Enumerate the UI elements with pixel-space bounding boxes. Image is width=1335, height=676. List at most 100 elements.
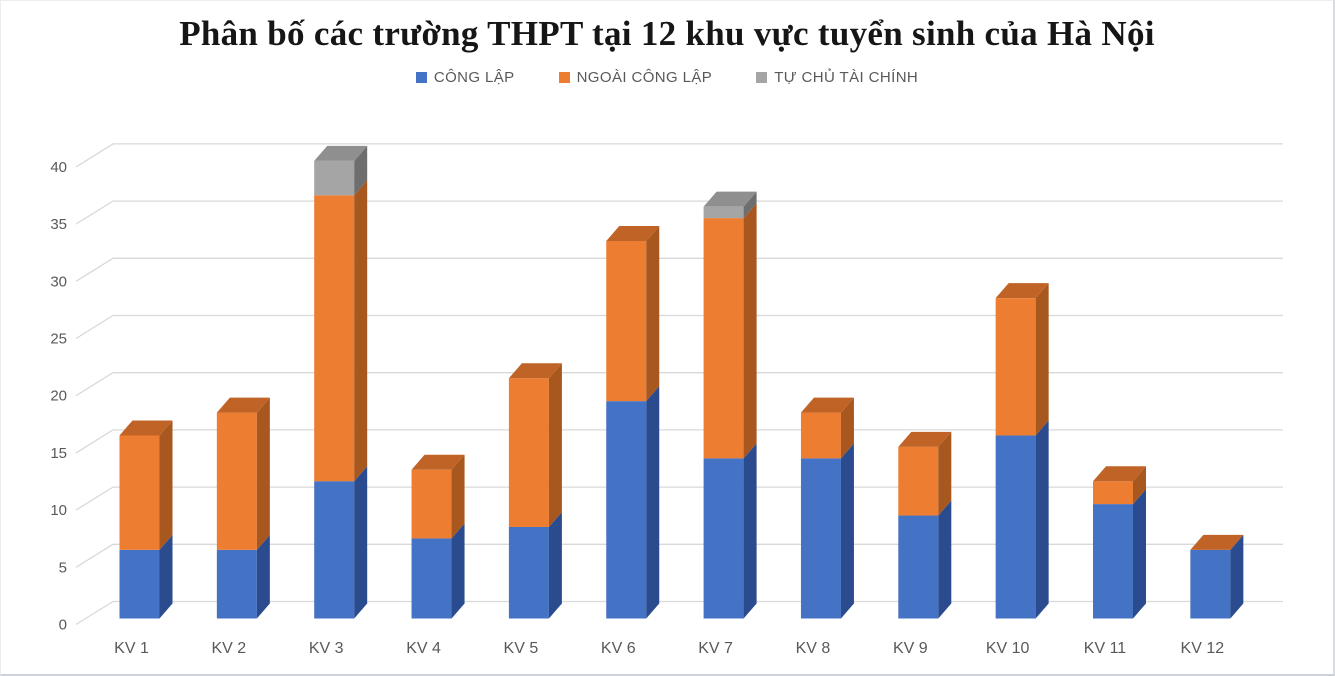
bar-segment-front (314, 195, 355, 482)
bar-group-kv-5 (508, 363, 562, 619)
y-axis-tick-label: 5 (59, 559, 67, 576)
bar-top-face (119, 420, 173, 436)
bar-top-face (606, 225, 660, 241)
bar-segment-side (743, 203, 757, 459)
bar-top-face (314, 145, 368, 161)
bar-group-kv-2 (216, 397, 270, 619)
bar-segment-front (1190, 549, 1231, 619)
legend-label: TỰ CHỦ TÀI CHÍNH (774, 69, 919, 86)
gridline (75, 314, 1283, 340)
bar-group-kv-4 (411, 454, 465, 619)
bar-segment-front (119, 549, 160, 619)
bar-segment-side (1230, 534, 1244, 619)
bar-segment-front (606, 240, 647, 402)
bar-group-kv-7 (703, 191, 757, 619)
bar-group-kv-10 (995, 283, 1049, 619)
bar-segment-side (159, 420, 173, 550)
legend-label: CÔNG LẬP (433, 69, 515, 86)
bar-top-face (216, 397, 270, 413)
bar-segment-front (898, 446, 939, 516)
bar-segment-side (256, 397, 270, 550)
bar-segment-side (1035, 283, 1049, 436)
bar-top-face (1190, 534, 1244, 550)
bar-top-face (1093, 466, 1146, 482)
bar-segment-front (216, 549, 257, 619)
bar-group-kv-9 (898, 431, 952, 619)
bar-top-face (508, 363, 562, 379)
x-axis-label: KV 4 (406, 640, 441, 657)
legend-swatch-gray-icon (756, 72, 768, 83)
legend-swatch-blue-icon (415, 72, 427, 83)
bar-segment-front (508, 378, 549, 527)
y-axis-tick-label: 35 (50, 216, 67, 233)
gridline (75, 486, 1283, 511)
bar-segment-front (995, 298, 1036, 436)
bar-top-face (411, 454, 465, 470)
bar-segment-front (606, 401, 647, 619)
bar-segment-front (800, 458, 841, 619)
x-axis-label: KV 6 (601, 640, 636, 657)
chart-legend: CÔNG LẬP NGOÀI CÔNG LẬP TỰ CHỦ TÀI CHÍNH (1, 69, 1333, 86)
legend-item-tu-chu-tai-chinh: TỰ CHỦ TÀI CHÍNH (756, 69, 918, 86)
bar-segment-side (354, 180, 368, 482)
bar-segment-side (451, 523, 465, 619)
y-axis-tick-label: 25 (50, 331, 67, 348)
bar-group-kv-3 (314, 145, 368, 619)
x-axis-label: KV 9 (893, 640, 928, 657)
bar-segment-side (354, 145, 368, 196)
bar-top-face (703, 191, 757, 207)
bar-segment-front (411, 538, 452, 619)
bar-segment-side (840, 397, 854, 459)
bar-top-face (995, 283, 1049, 299)
bar-group-kv-8 (800, 397, 854, 619)
bar-segment-front (314, 481, 355, 619)
x-axis-label: KV 3 (309, 640, 344, 657)
y-axis-tick-label: 0 (59, 617, 67, 634)
legend-item-ngoai-cong-lap: NGOÀI CÔNG LẬP (558, 69, 713, 86)
x-axis-label: KV 1 (114, 640, 149, 657)
x-axis-label: KV 12 (1181, 640, 1225, 657)
bar-top-face (898, 431, 952, 447)
bar-group-kv-12 (1190, 534, 1244, 619)
gridline (75, 429, 1283, 454)
y-axis-tick-label: 40 (50, 159, 67, 176)
bar-segment-side (840, 443, 854, 619)
bar-segment-front (216, 412, 257, 550)
bar-segment-side (1035, 420, 1049, 619)
bar-segment-side (646, 225, 660, 402)
bar-group-kv-1 (119, 420, 173, 619)
bar-segment-side (1133, 489, 1146, 619)
bar-segment-side (548, 511, 562, 619)
y-axis-tick-label: 15 (50, 445, 67, 462)
bar-segment-front (508, 526, 549, 619)
x-axis-label: KV 8 (796, 640, 831, 657)
chart-title: Phân bố các trường THPT tại 12 khu vực t… (179, 14, 1155, 53)
y-axis-tick-label: 10 (50, 502, 67, 519)
bar-group-kv-6 (606, 225, 660, 619)
bar-segment-front (995, 435, 1036, 619)
gridline (75, 143, 1283, 168)
bar-segment-front (800, 412, 841, 459)
bar-top-face (800, 397, 854, 413)
bar-segment-front (703, 458, 744, 619)
gridline (75, 200, 1283, 225)
gridline (75, 600, 1283, 626)
bar-segment-front (1093, 504, 1133, 619)
y-axis-tick-label: 20 (50, 388, 67, 405)
bar-segment-side (256, 534, 270, 619)
gridline (75, 257, 1283, 282)
legend-swatch-orange-icon (558, 72, 570, 83)
x-axis-label: KV 2 (212, 640, 247, 657)
bar-group-kv-11 (1093, 466, 1146, 619)
y-axis-tick-label: 30 (50, 273, 67, 290)
x-axis-label: KV 10 (986, 640, 1030, 657)
bar-segment-front (898, 515, 939, 619)
bar-segment-side (938, 500, 952, 619)
bar-segment-side (938, 431, 952, 516)
x-axis-label: KV 5 (504, 640, 539, 657)
legend-item-cong-lap: CÔNG LẬP (415, 69, 515, 86)
bar-segment-front (703, 206, 744, 219)
bar-segment-front (119, 435, 160, 550)
